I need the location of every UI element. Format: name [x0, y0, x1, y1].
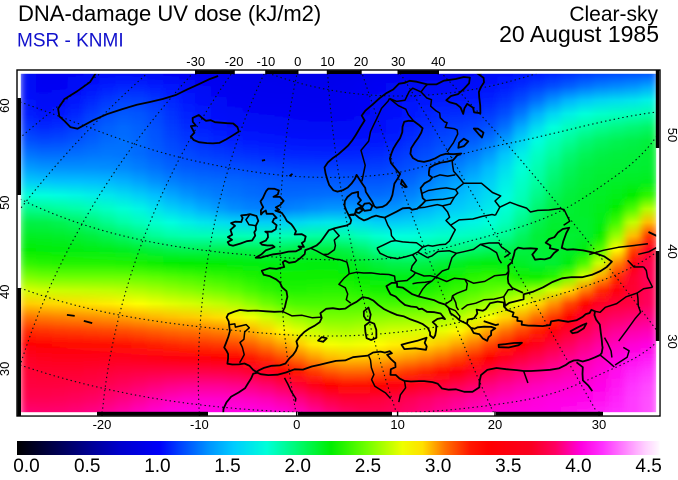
svg-text:3.5: 3.5: [495, 456, 521, 477]
svg-text:50: 50: [665, 128, 678, 142]
svg-text:20 August 1985: 20 August 1985: [499, 21, 659, 47]
svg-text:MSR - KNMI: MSR - KNMI: [17, 31, 124, 52]
svg-text:1.0: 1.0: [144, 456, 170, 477]
svg-text:Clear-sky: Clear-sky: [569, 3, 658, 26]
svg-text:30: 30: [391, 54, 405, 69]
svg-text:-20: -20: [93, 417, 112, 432]
svg-text:2.5: 2.5: [355, 456, 381, 477]
svg-text:0: 0: [294, 54, 301, 69]
svg-text:30: 30: [0, 362, 12, 376]
svg-text:-20: -20: [225, 54, 244, 69]
svg-text:DNA-damage UV dose (kJ/m2): DNA-damage UV dose (kJ/m2): [18, 1, 321, 26]
svg-text:0: 0: [293, 417, 300, 432]
svg-text:60: 60: [0, 98, 12, 112]
svg-text:0.0: 0.0: [13, 456, 39, 477]
svg-text:-10: -10: [190, 417, 209, 432]
svg-text:2.0: 2.0: [284, 456, 310, 477]
svg-text:30: 30: [592, 417, 606, 432]
svg-text:30: 30: [665, 334, 678, 348]
svg-text:-30: -30: [186, 54, 205, 69]
svg-text:50: 50: [0, 195, 12, 209]
svg-text:20: 20: [488, 417, 502, 432]
svg-text:0.5: 0.5: [74, 456, 100, 477]
svg-text:4.5: 4.5: [635, 456, 661, 477]
svg-text:-10: -10: [257, 54, 276, 69]
svg-text:40: 40: [665, 244, 678, 258]
svg-text:40: 40: [431, 54, 445, 69]
svg-text:40: 40: [0, 285, 12, 299]
svg-text:4.0: 4.0: [565, 456, 591, 477]
svg-text:10: 10: [320, 54, 334, 69]
svg-text:1.5: 1.5: [214, 456, 240, 477]
svg-text:20: 20: [354, 54, 368, 69]
svg-text:10: 10: [390, 417, 404, 432]
svg-text:3.0: 3.0: [425, 456, 451, 477]
